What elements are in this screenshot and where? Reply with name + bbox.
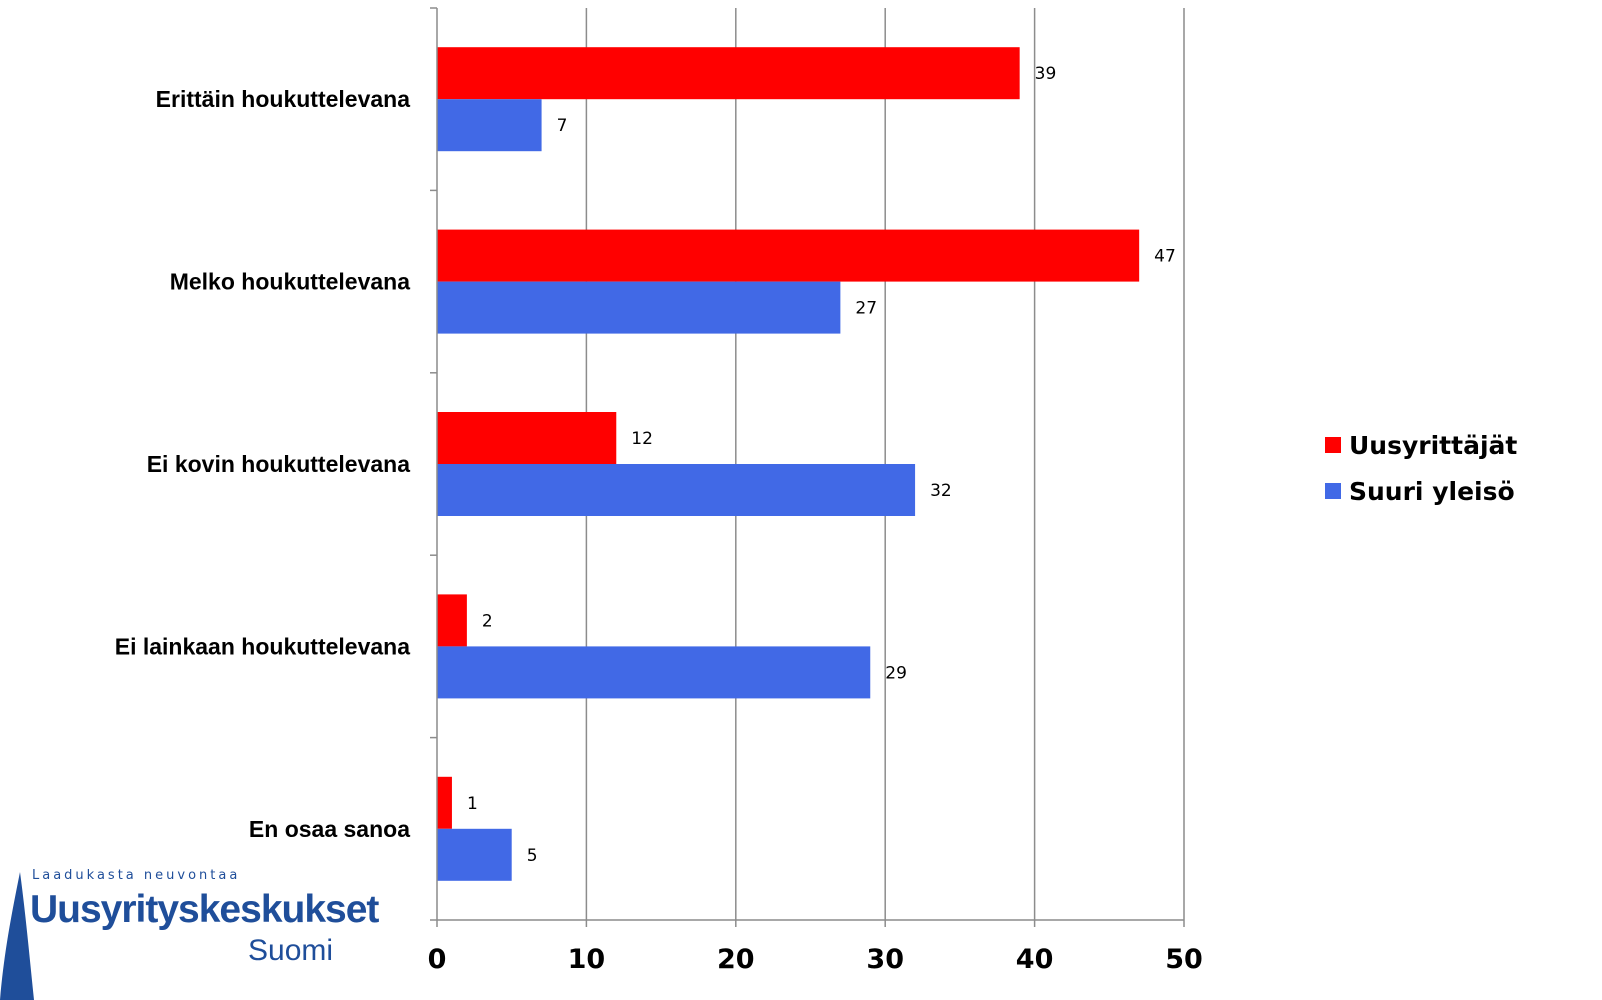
data-label: 12 (631, 429, 653, 449)
bar-suuri-yleiso (437, 828, 512, 881)
x-tick-label: 0 (428, 944, 447, 975)
data-label: 29 (885, 663, 907, 683)
data-label: 47 (1154, 247, 1176, 267)
legend-label-uusyrittajat: Uusyrittäjät (1349, 430, 1518, 460)
data-label: 1 (467, 794, 478, 814)
bar-suuri-yleiso (437, 99, 542, 152)
data-label: 2 (482, 611, 493, 631)
logo-sub: Suomi (248, 934, 334, 967)
category-label: En osaa sanoa (249, 816, 410, 842)
legend-label-suuri-yleiso: Suuri yleisö (1349, 476, 1515, 506)
legend-item-suuri-yleiso: Suuri yleisö (1325, 476, 1517, 506)
logo: Laadukasta neuvontaa Uusyrityskeskukset … (0, 862, 379, 1000)
data-label: 39 (1035, 64, 1057, 84)
bar-uusyrittajat (437, 412, 617, 464)
legend-item-uusyrittajat: Uusyrittäjät (1325, 430, 1517, 460)
category-label: Melko houkuttelevana (170, 269, 410, 295)
x-tick-label: 30 (866, 944, 904, 975)
bar-suuri-yleiso (437, 646, 871, 699)
legend-swatch-uusyrittajat (1325, 437, 1341, 453)
category-label: Ei lainkaan houkuttelevana (115, 633, 410, 659)
category-label: Erittäin houkuttelevana (156, 86, 411, 112)
bar-uusyrittajat (437, 776, 452, 829)
bar-uusyrittajat (437, 229, 1140, 282)
data-label: 32 (930, 481, 952, 501)
bars (437, 47, 1140, 881)
category-label: Ei kovin houkuttelevana (147, 451, 410, 477)
bar-uusyrittajat (437, 594, 467, 647)
data-label: 7 (557, 116, 568, 136)
bar-suuri-yleiso (437, 464, 916, 516)
x-tick-label: 10 (568, 944, 606, 975)
labels: 0 10 20 30 40 50 39 7 Erittäin houkuttelevana 47 2… (115, 64, 1203, 975)
logo-name: Uusyrityskeskukset (30, 888, 379, 931)
data-label: 27 (855, 299, 877, 319)
legend: Uusyrittäjät Suuri yleisö (1325, 430, 1517, 522)
bar-suuri-yleiso (437, 281, 841, 334)
axes (430, 7, 1185, 927)
x-tick-label: 40 (1016, 944, 1054, 975)
data-label: 5 (527, 846, 538, 866)
logo-tagline: Laadukasta neuvontaa (32, 868, 241, 883)
sail-logo-icon (0, 872, 34, 1000)
bar-uusyrittajat (437, 47, 1020, 100)
x-tick-label: 50 (1165, 944, 1203, 975)
legend-swatch-suuri-yleiso (1325, 483, 1341, 499)
x-tick-label: 20 (717, 944, 755, 975)
